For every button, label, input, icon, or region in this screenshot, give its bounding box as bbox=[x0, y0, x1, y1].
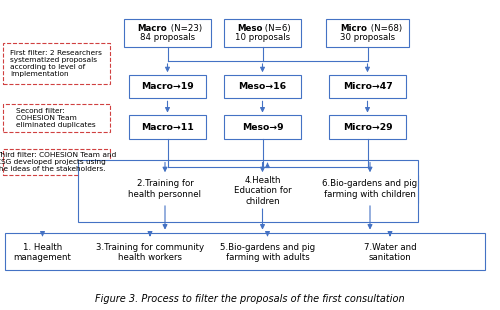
Text: Macro→11: Macro→11 bbox=[141, 122, 194, 132]
Bar bbox=[224, 19, 301, 46]
Text: Micro→29: Micro→29 bbox=[342, 122, 392, 132]
Text: (N=6): (N=6) bbox=[262, 24, 291, 33]
Text: Micro: Micro bbox=[340, 24, 367, 33]
Bar bbox=[124, 19, 211, 46]
Bar bbox=[101, 239, 198, 266]
Text: (N=68): (N=68) bbox=[368, 24, 402, 33]
Text: 3.Training for community
health workers: 3.Training for community health workers bbox=[96, 243, 204, 262]
Text: 5.Bio-gardens and pig
farming with adults: 5.Bio-gardens and pig farming with adult… bbox=[220, 243, 315, 262]
Text: 10 proposals: 10 proposals bbox=[235, 33, 290, 42]
Text: 2.Training for
health personnel: 2.Training for health personnel bbox=[128, 179, 202, 199]
Bar bbox=[358, 239, 422, 266]
Bar bbox=[329, 116, 406, 139]
Bar bbox=[326, 19, 409, 46]
Bar bbox=[218, 239, 318, 266]
Bar bbox=[224, 116, 301, 139]
Bar bbox=[2, 149, 110, 175]
Bar bbox=[78, 160, 417, 222]
Text: 6.Bio-gardens and pig
farming with children: 6.Bio-gardens and pig farming with child… bbox=[322, 179, 418, 199]
Bar bbox=[329, 75, 406, 99]
Bar bbox=[129, 75, 206, 99]
Bar bbox=[10, 239, 75, 266]
Text: 84 proposals: 84 proposals bbox=[140, 33, 195, 42]
Text: (N=23): (N=23) bbox=[168, 24, 202, 33]
Text: First filter: 2 Researchers
systematized proposals
according to level of
impleme: First filter: 2 Researchers systematized… bbox=[10, 50, 102, 77]
Bar bbox=[224, 175, 301, 206]
Text: Micro→47: Micro→47 bbox=[342, 82, 392, 91]
Text: Macro→19: Macro→19 bbox=[141, 82, 194, 91]
Bar bbox=[322, 175, 418, 203]
Text: Third filter: COHESION Team and
CSG developed projects using
the ideas of the st: Third filter: COHESION Team and CSG deve… bbox=[0, 152, 116, 172]
Text: Macro: Macro bbox=[138, 24, 168, 33]
Bar bbox=[122, 175, 208, 203]
Text: 7.Water and
sanitation: 7.Water and sanitation bbox=[364, 243, 416, 262]
Text: Meso→16: Meso→16 bbox=[238, 82, 286, 91]
Bar bbox=[224, 75, 301, 99]
Text: Second filter:
COHESION Team
eliminated duplicates: Second filter: COHESION Team eliminated … bbox=[16, 108, 96, 128]
Text: Meso→9: Meso→9 bbox=[242, 122, 284, 132]
Bar bbox=[129, 116, 206, 139]
Bar bbox=[2, 104, 110, 132]
Bar bbox=[2, 43, 110, 84]
Bar bbox=[5, 232, 485, 270]
Text: 30 proposals: 30 proposals bbox=[340, 33, 395, 42]
Text: Figure 3. Process to filter the proposals of the first consultation: Figure 3. Process to filter the proposal… bbox=[95, 294, 405, 304]
Text: Meso: Meso bbox=[237, 24, 262, 33]
Text: 1. Health
management: 1. Health management bbox=[14, 243, 72, 262]
Text: 4.Health
Education for
children: 4.Health Education for children bbox=[234, 176, 292, 206]
